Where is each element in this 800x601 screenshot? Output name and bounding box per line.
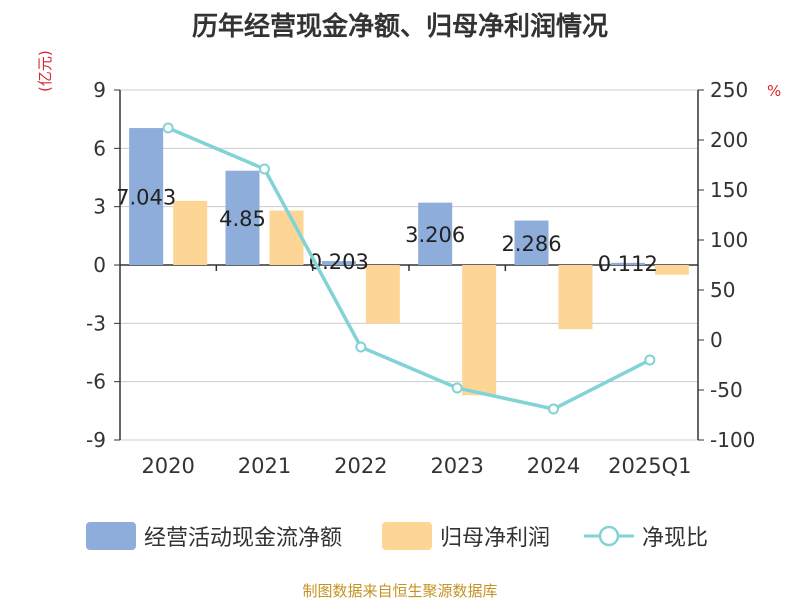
chart-title: 历年经营现金净额、归母净利润情况 bbox=[191, 12, 608, 42]
profit-bar bbox=[462, 265, 497, 396]
profit-bar bbox=[558, 265, 593, 330]
left-tick-label: -9 bbox=[86, 428, 106, 452]
cash-data-label: 4.85 bbox=[219, 207, 266, 231]
cash-data-label: 2.286 bbox=[501, 232, 561, 256]
left-tick-label: 9 bbox=[93, 78, 106, 102]
cash-bar bbox=[514, 220, 549, 265]
right-tick-label: 50 bbox=[710, 278, 735, 302]
left-tick-label: 6 bbox=[93, 136, 106, 160]
cash-bar bbox=[129, 128, 164, 265]
x-tick-label: 2022 bbox=[334, 454, 387, 478]
cash-bar bbox=[610, 262, 645, 265]
profit-bar bbox=[269, 210, 304, 265]
cash-data-label: 0.112 bbox=[598, 252, 658, 276]
ratio-point bbox=[644, 354, 656, 366]
right-tick-label: 150 bbox=[710, 178, 748, 202]
legend-swatch-ratio bbox=[584, 525, 634, 547]
ratio-point bbox=[355, 341, 367, 353]
x-tick-label: 2020 bbox=[141, 454, 194, 478]
x-tick-label: 2021 bbox=[238, 454, 291, 478]
ratio-point bbox=[162, 122, 174, 134]
profit-bar bbox=[173, 200, 208, 265]
right-axis-unit: % bbox=[767, 82, 782, 100]
legend-item-ratio[interactable]: 净现比 bbox=[584, 518, 708, 554]
right-tick-label: 100 bbox=[710, 228, 748, 252]
left-tick-label: -3 bbox=[86, 311, 106, 335]
left-tick-label: 0 bbox=[93, 253, 106, 277]
ratio-line bbox=[167, 126, 651, 411]
legend-swatch-profit bbox=[382, 522, 432, 550]
legend-label-profit: 归母净利润 bbox=[440, 526, 551, 551]
legend-swatch-cash bbox=[86, 522, 136, 550]
cash-bar bbox=[321, 261, 356, 265]
x-tick-label: 2023 bbox=[430, 454, 483, 478]
x-tick-label: 2024 bbox=[527, 454, 580, 478]
right-tick-label: 0 bbox=[710, 328, 723, 352]
cash-bar bbox=[418, 202, 453, 265]
legend-item-cash[interactable]: 经营活动现金流净额 bbox=[86, 518, 342, 554]
source-note: 制图数据来自恒生聚源数据库 bbox=[302, 582, 498, 600]
right-tick-label: -100 bbox=[710, 428, 755, 452]
right-tick-label: 250 bbox=[710, 78, 748, 102]
ratio-point bbox=[451, 382, 463, 394]
legend: 经营活动现金流净额 归母净利润 净现比 bbox=[0, 518, 800, 554]
profit-bar bbox=[365, 265, 400, 324]
right-tick-label: -50 bbox=[710, 378, 743, 402]
x-tick-label: 2025Q1 bbox=[608, 454, 691, 478]
ratio-point bbox=[259, 163, 270, 175]
right-tick-label: 200 bbox=[710, 128, 748, 152]
legend-item-profit[interactable]: 归母净利润 bbox=[382, 518, 550, 554]
cash-data-label: 3.206 bbox=[405, 223, 465, 247]
legend-label-ratio: 净现比 bbox=[642, 526, 709, 551]
cash-bar bbox=[225, 170, 260, 265]
left-tick-label: 3 bbox=[93, 195, 106, 219]
ratio-point bbox=[548, 403, 559, 415]
cash-data-label: 7.043 bbox=[116, 186, 176, 210]
legend-label-cash: 经营活动现金流净额 bbox=[144, 526, 343, 551]
left-tick-label: -6 bbox=[86, 370, 106, 394]
profit-bar bbox=[654, 265, 689, 275]
